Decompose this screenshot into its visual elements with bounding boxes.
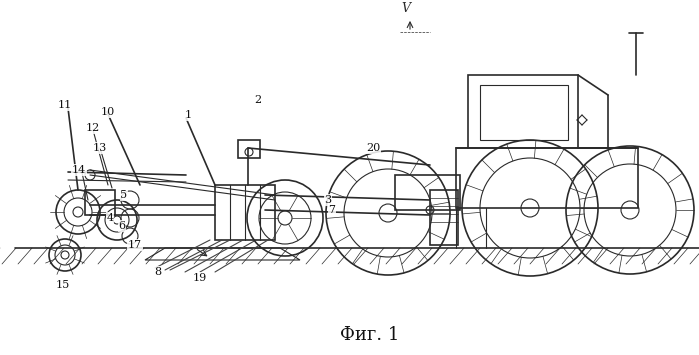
Text: Фиг. 1: Фиг. 1	[340, 326, 400, 344]
Text: 6: 6	[118, 221, 126, 231]
Bar	[85, 190, 115, 215]
Bar	[456, 148, 638, 208]
Text: V: V	[401, 2, 410, 15]
Text: 14: 14	[72, 165, 86, 175]
Bar	[238, 140, 260, 158]
Bar	[468, 75, 578, 148]
Text: 4: 4	[106, 213, 113, 223]
Text: 1: 1	[185, 110, 192, 120]
Bar	[480, 85, 568, 140]
Text: 17: 17	[128, 240, 142, 250]
Text: 11: 11	[58, 100, 72, 110]
Text: 8: 8	[154, 267, 161, 277]
Bar	[395, 175, 460, 210]
Text: 3: 3	[324, 195, 331, 205]
Text: 7: 7	[329, 205, 336, 215]
Text: 12: 12	[86, 123, 100, 133]
Bar	[215, 185, 275, 240]
Text: 10: 10	[101, 107, 115, 117]
Text: 5: 5	[120, 190, 127, 200]
Text: 13: 13	[93, 143, 107, 153]
Text: 20: 20	[366, 143, 380, 153]
Text: 19: 19	[193, 273, 207, 283]
Text: 15: 15	[56, 280, 70, 290]
Text: 2: 2	[254, 95, 261, 105]
Bar	[430, 190, 458, 245]
